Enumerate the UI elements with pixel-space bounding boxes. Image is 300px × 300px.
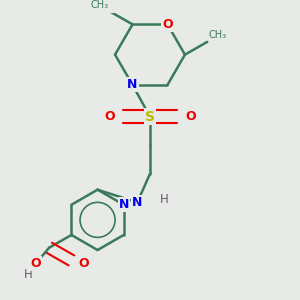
- Text: N: N: [127, 78, 138, 92]
- Text: S: S: [145, 110, 155, 124]
- Text: O: O: [185, 110, 196, 123]
- Text: O: O: [78, 257, 89, 270]
- Text: O: O: [162, 18, 173, 31]
- Text: H: H: [160, 193, 168, 206]
- Text: O: O: [104, 110, 115, 123]
- Text: CH₃: CH₃: [91, 0, 109, 10]
- Text: CH₃: CH₃: [209, 30, 227, 40]
- Text: O: O: [31, 257, 41, 270]
- Text: H: H: [24, 268, 33, 281]
- Text: N: N: [132, 196, 142, 209]
- Text: N: N: [118, 198, 129, 211]
